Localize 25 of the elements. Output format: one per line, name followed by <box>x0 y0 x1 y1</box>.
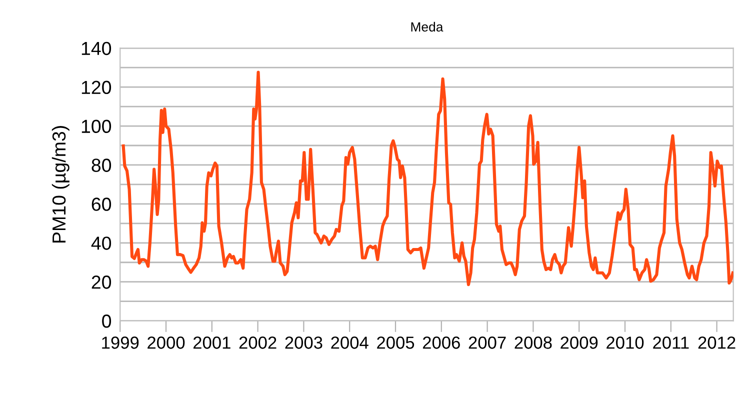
y-tick-label: 140 <box>82 42 112 56</box>
y-tick-label: 60 <box>92 198 112 211</box>
x-tick-label: 2007 <box>468 336 506 349</box>
y-axis-title: PM10 (µg/m3) <box>52 126 70 242</box>
y-tick-label: 20 <box>92 276 112 289</box>
y-tick-label: 0 <box>102 314 112 328</box>
x-tick-label: 2003 <box>285 336 322 349</box>
x-tick-label: 2006 <box>422 336 460 349</box>
x-tick-label: 2005 <box>377 336 414 349</box>
x-tick-label: 1999 <box>102 336 139 349</box>
y-tick-label: 100 <box>82 120 112 134</box>
x-tick-label: 2000 <box>148 336 185 349</box>
x-tick-label: 2004 <box>331 336 368 349</box>
x-tick-label: 2011 <box>653 336 689 349</box>
chart-title: Meda <box>411 22 444 32</box>
x-tick-label: 2001 <box>193 336 230 349</box>
line-series <box>122 70 734 286</box>
x-tick-label: 2010 <box>606 336 644 349</box>
y-tick-label: 80 <box>92 158 112 172</box>
x-tick-label: 2012 <box>698 336 736 349</box>
y-tick-label: 40 <box>91 236 112 250</box>
y-tick-label: 120 <box>82 80 112 94</box>
x-tick-label: 2008 <box>514 336 552 349</box>
x-tick-label: 2002 <box>239 336 276 349</box>
x-tick-label: 2009 <box>560 336 598 349</box>
